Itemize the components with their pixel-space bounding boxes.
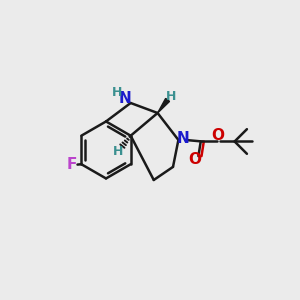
Text: H: H <box>113 145 124 158</box>
Text: F: F <box>66 158 76 172</box>
Text: N: N <box>119 91 132 106</box>
Text: O: O <box>188 152 201 167</box>
Text: H: H <box>112 86 122 99</box>
Text: H: H <box>166 90 177 103</box>
Text: O: O <box>211 128 224 143</box>
Polygon shape <box>158 98 169 113</box>
Text: N: N <box>177 131 189 146</box>
